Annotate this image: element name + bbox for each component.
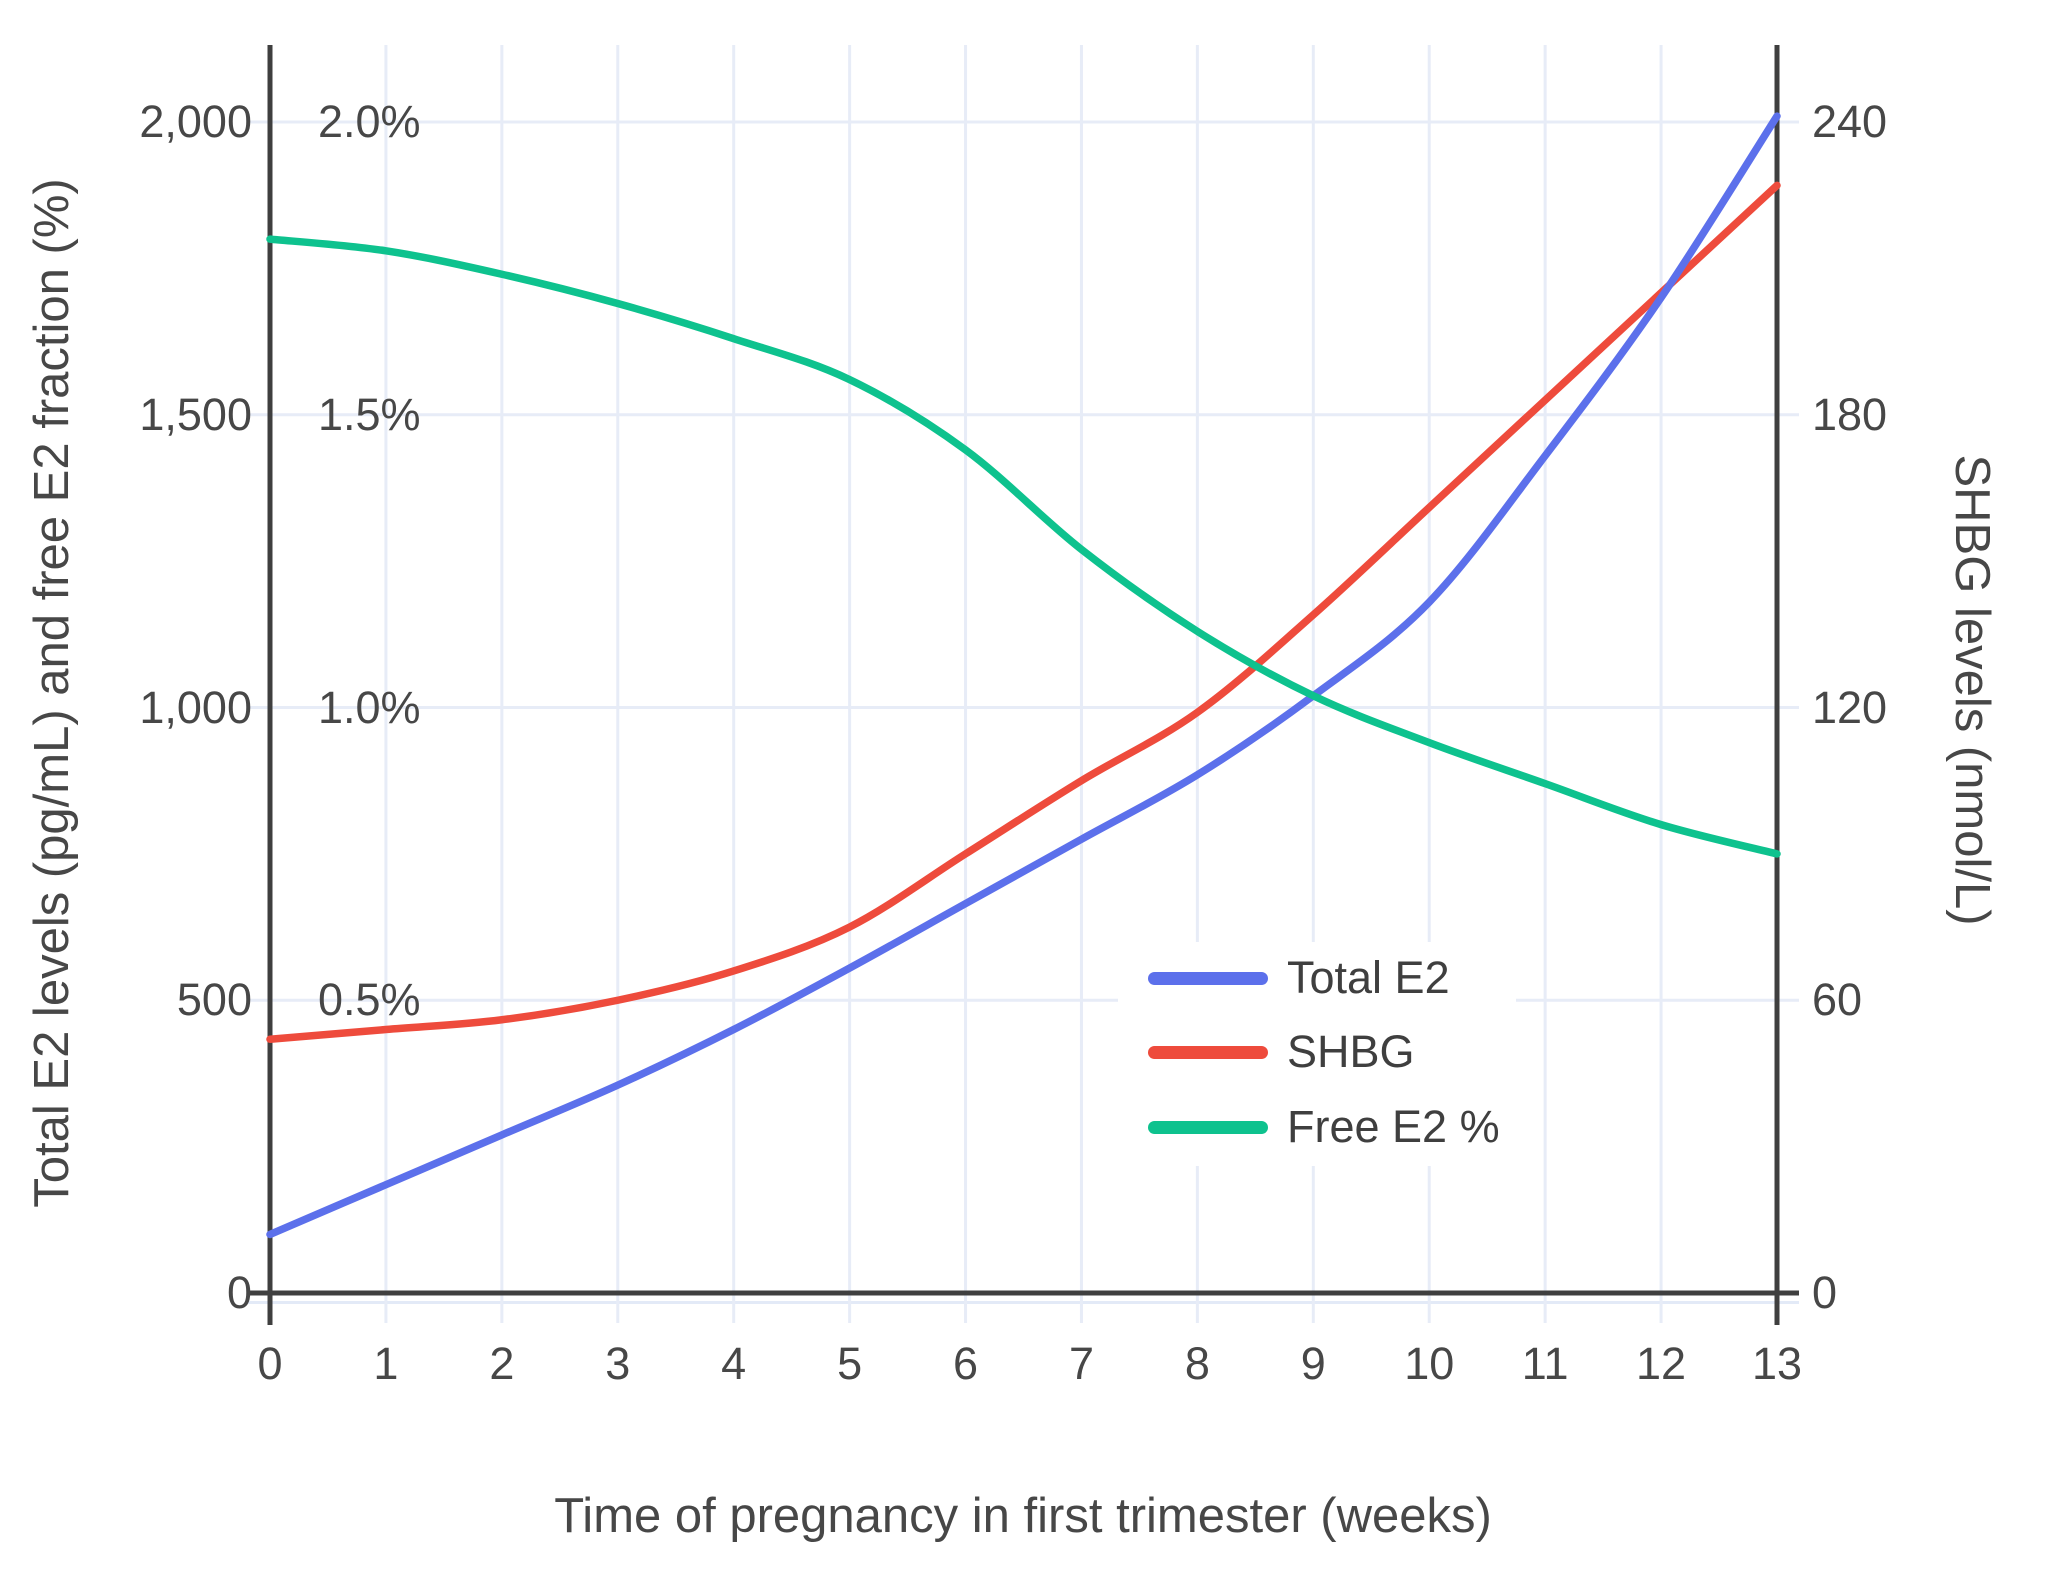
total-e2-line [266, 112, 1781, 1239]
x-axis-tick-label: 5 [837, 1338, 863, 1389]
y-axis-left-tick-label: 1,500 [139, 388, 252, 440]
total-e2-legend-swatch [1148, 971, 1268, 985]
y-axis-percent-tick-label: 0.5% [318, 974, 421, 1026]
shbg-legend-label: SHBG [1287, 1026, 1415, 1077]
x-axis-tick-label: 0 [257, 1338, 283, 1389]
x-axis-tick-label: 6 [953, 1338, 979, 1389]
x-axis-tick-label: 9 [1300, 1338, 1326, 1389]
y-axis-percent-tick-label: 1.5% [318, 388, 421, 440]
x-axis-tick-label: 11 [1521, 1338, 1569, 1389]
y-axis-left-tick-label: 500 [176, 974, 252, 1026]
free-e2-legend-label: Free E2 % [1287, 1101, 1500, 1152]
x-axis-tick-label: 10 [1404, 1338, 1455, 1389]
y-axis-left-tick-label: 0 [226, 1267, 252, 1318]
legend-item-free-e2[interactable]: Free E2 % [1148, 1101, 1500, 1153]
x-axis-tick-label: 12 [1636, 1338, 1687, 1389]
y-axis-right-tick-label: 60 [1812, 974, 1863, 1026]
free-e2-line [266, 235, 1781, 858]
y-axis-right-title: SHBG levels (nmol/L) [1945, 454, 1999, 926]
x-axis-tick-label: 13 [1751, 1338, 1803, 1389]
x-axis-tick-label: 4 [721, 1338, 747, 1389]
shbg-line [266, 181, 1781, 1044]
shbg-legend-swatch [1148, 1045, 1268, 1059]
x-axis-title: Time of pregnancy in first trimester (we… [554, 1489, 1492, 1543]
y-axis-left-tick-label: 1,000 [139, 681, 252, 733]
x-axis-tick-label: 2 [489, 1338, 515, 1389]
y-axis-percent-tick-label: 2.0% [318, 96, 421, 147]
y-axis-left-tick-label: 2,000 [139, 96, 252, 147]
x-axis-tick-label: 3 [605, 1338, 631, 1389]
total-e2-legend-label: Total E2 [1287, 952, 1450, 1003]
y-axis-right-tick-label: 240 [1812, 96, 1888, 147]
legend: Total E2 SHBG Free E2 % [1118, 942, 1516, 1166]
free-e2-legend-swatch [1148, 1120, 1268, 1134]
legend-item-total-e2[interactable]: Total E2 [1148, 952, 1450, 1004]
x-axis-tick-label: 8 [1184, 1338, 1210, 1389]
y-axis-right-tick-label: 180 [1812, 388, 1888, 440]
y-axis-percent-tick-label: 1.0% [318, 681, 421, 733]
y-axis-right-tick-label: 120 [1812, 681, 1888, 733]
x-axis-tick-label: 7 [1068, 1338, 1094, 1389]
legend-item-shbg[interactable]: SHBG [1148, 1026, 1415, 1078]
x-axis-tick-label: 1 [373, 1338, 399, 1389]
y-axis-right-tick-label: 0 [1812, 1267, 1838, 1318]
